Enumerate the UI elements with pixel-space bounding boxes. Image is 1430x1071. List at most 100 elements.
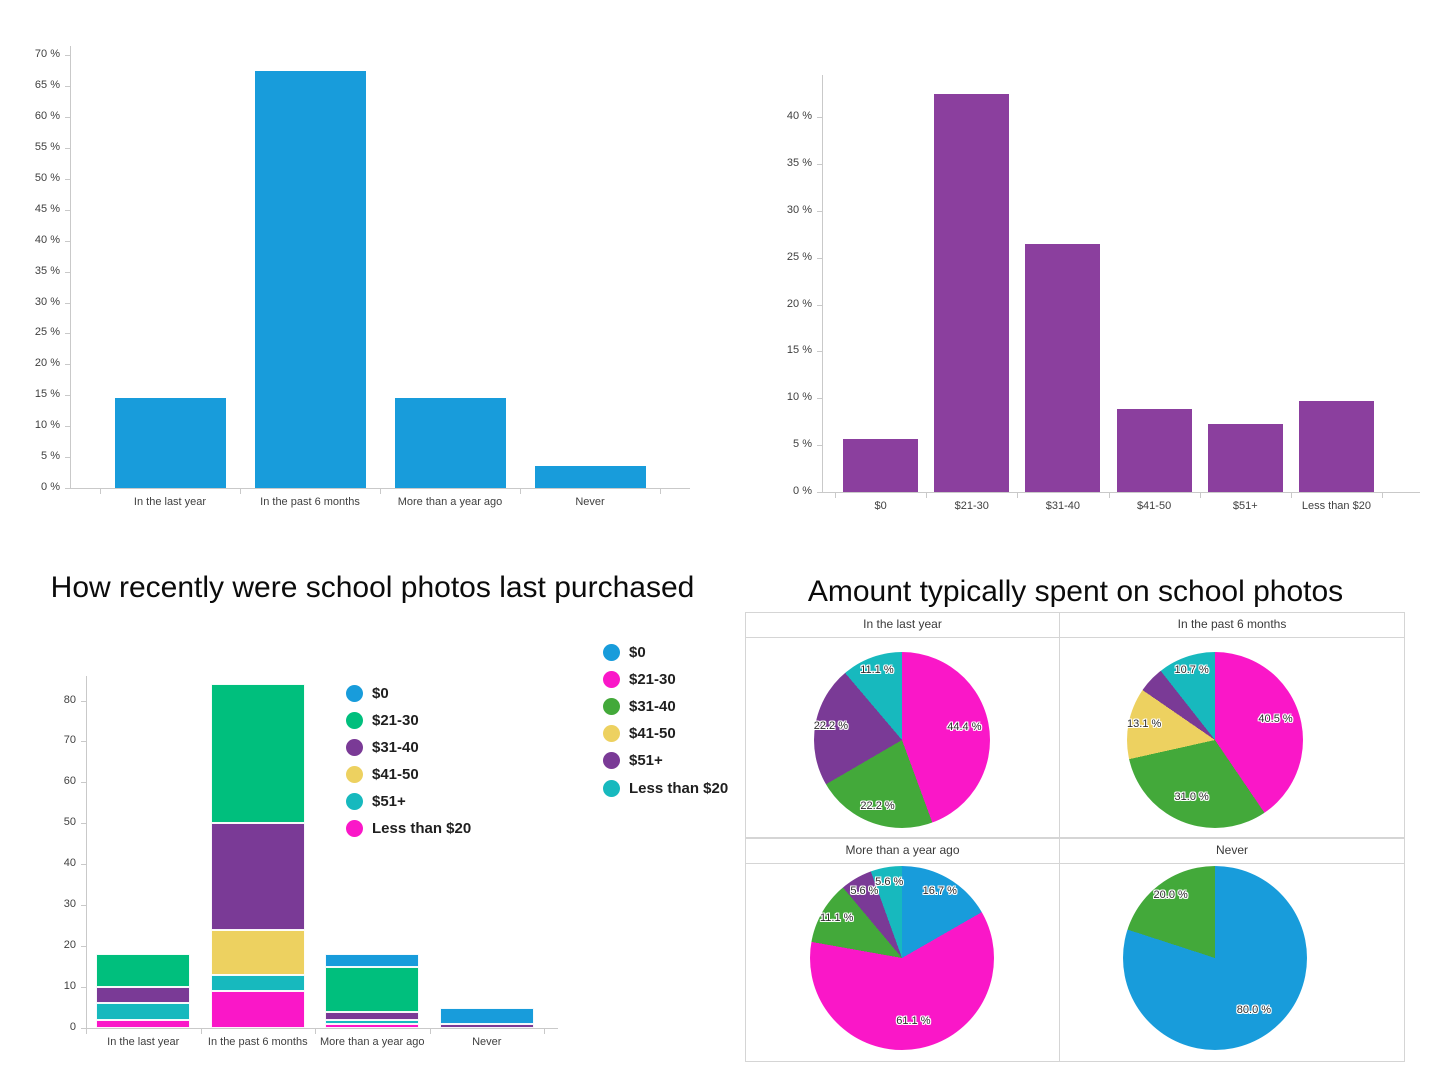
amount-bar-ytick-label-20: 20 % bbox=[786, 297, 812, 310]
recency-stacked-bar-segment-2-Less than $20[interactable] bbox=[325, 1023, 420, 1028]
pie-title-3: Never bbox=[1060, 839, 1404, 864]
recency-bar-xtick-mark-0 bbox=[100, 489, 101, 494]
recency-stacked-bar-segment-2-$51+[interactable] bbox=[325, 1019, 420, 1024]
stacked-legend-item-1[interactable]: $21-30 bbox=[346, 709, 419, 731]
pie-0-slice-label-3: 11.1 % bbox=[860, 664, 894, 677]
amount-bar-ytick-mark-25 bbox=[817, 257, 822, 259]
recency-stacked-bar-ytick-mark-40 bbox=[81, 864, 86, 866]
pie-3[interactable] bbox=[1123, 866, 1307, 1050]
pies-legend-item-4[interactable]: $51+ bbox=[603, 750, 663, 772]
recency-stacked-bar-ytick-mark-30 bbox=[81, 905, 86, 907]
recency-stacked-bar-segment-2-$31-40[interactable] bbox=[325, 1011, 420, 1020]
recency-bar-ytick-label-50: 50 % bbox=[34, 171, 60, 184]
recency-bar-ytick-label-35: 35 % bbox=[34, 264, 60, 277]
recency-bar-ytick-mark-50 bbox=[65, 178, 70, 180]
recency-stacked-bar-segment-0-$31-40[interactable] bbox=[96, 987, 191, 1004]
recency-bar-ytick-mark-20 bbox=[65, 364, 70, 366]
recency-bar-ytick-mark-60 bbox=[65, 117, 70, 119]
stacked-legend-label-4: $51+ bbox=[372, 792, 406, 810]
recency-bar-bar-0[interactable] bbox=[114, 398, 226, 488]
recency-stacked-bar-segment-2-$0[interactable] bbox=[325, 954, 420, 967]
amount-bar-ytick-mark-10 bbox=[817, 398, 822, 400]
recency-bar-ytick-label-60: 60 % bbox=[34, 110, 60, 123]
pie-2-slice-label-2: 11.1 % bbox=[819, 912, 854, 925]
stacked-legend-item-4[interactable]: $51+ bbox=[346, 790, 406, 812]
amount-bar-ytick-mark-15 bbox=[817, 351, 822, 353]
recency-bar-xtick-mark-3 bbox=[520, 489, 521, 494]
recency-stacked-bar-segment-2-$21-30[interactable] bbox=[325, 966, 420, 1012]
amount-bar-xtick-mark-4 bbox=[1199, 493, 1201, 498]
recency-stacked-bar-ytick-mark-50 bbox=[81, 823, 86, 825]
amount-bar-bar-2[interactable] bbox=[1025, 243, 1101, 492]
pies-legend-label-1: $21-30 bbox=[629, 670, 676, 688]
pies-legend-label-3: $41-50 bbox=[629, 725, 676, 743]
pies-legend-swatch-2 bbox=[603, 697, 620, 715]
recency-stacked-bar-ytick-mark-70 bbox=[81, 741, 86, 743]
stacked-legend-swatch-2 bbox=[346, 738, 363, 756]
recency-bar-ytick-label-70: 70 % bbox=[34, 48, 60, 61]
recency-stacked-bar-segment-1-$31-40[interactable] bbox=[210, 823, 305, 930]
amount-bar-ytick-label-30: 30 % bbox=[786, 203, 812, 216]
recency-bar-category-label-2: More than a year ago bbox=[397, 496, 503, 508]
pie-title-2: More than a year ago bbox=[746, 839, 1059, 864]
pie-1-slice-label-1: 31.0 % bbox=[1174, 790, 1209, 803]
pies-legend-label-2: $31-40 bbox=[629, 697, 676, 715]
recency-bar-category-label-0: In the last year bbox=[133, 496, 207, 508]
pie-3-slice-label-1: 20.0 % bbox=[1153, 888, 1188, 901]
amount-bar-bar-5[interactable] bbox=[1298, 401, 1374, 492]
pies-legend-item-3[interactable]: $41-50 bbox=[603, 723, 676, 745]
recency-stacked-bar-y-axis-line bbox=[86, 676, 87, 1028]
stacked-legend-item-2[interactable]: $31-40 bbox=[346, 736, 419, 758]
amount-bar-xtick-mark-5 bbox=[1290, 493, 1292, 498]
recency-bar-ytick-label-65: 65 % bbox=[34, 79, 60, 92]
stacked-legend-item-3[interactable]: $41-50 bbox=[346, 763, 419, 785]
recency-bar-ytick-mark-5 bbox=[65, 457, 70, 459]
recency-stacked-bar-xtick-mark-4 bbox=[544, 1029, 545, 1034]
recency-stacked-bar-segment-0-$21-30[interactable] bbox=[96, 954, 191, 988]
recency-bar-ytick-label-20: 20 % bbox=[34, 357, 60, 370]
stacked-legend-swatch-0 bbox=[346, 684, 363, 702]
amount-bar-bar-4[interactable] bbox=[1207, 423, 1283, 492]
pie-1[interactable] bbox=[1127, 652, 1303, 828]
pie-2[interactable] bbox=[810, 866, 994, 1050]
amount-bar-bar-3[interactable] bbox=[1116, 408, 1192, 492]
pie-title-1: In the past 6 months bbox=[1060, 613, 1404, 638]
pies-legend-item-5[interactable]: Less than $20 bbox=[603, 777, 728, 799]
amount-bar-x-axis-line bbox=[822, 492, 1420, 493]
amount-bar-y-axis-line bbox=[822, 75, 823, 492]
recency-stacked-bar-segment-0-$51+[interactable] bbox=[96, 1003, 191, 1020]
recency-stacked-bar-segment-1-$51+[interactable] bbox=[210, 974, 305, 992]
pies-legend-label-4: $51+ bbox=[629, 752, 663, 770]
recency-stacked-bar-ytick-label-0: 0 bbox=[69, 1021, 76, 1033]
recency-bar-x-axis-line bbox=[70, 488, 690, 489]
recency-stacked-bar-ytick-label-40: 40 bbox=[63, 857, 76, 870]
pies-legend-item-1[interactable]: $21-30 bbox=[603, 668, 676, 690]
recency-bar-ytick-mark-10 bbox=[65, 426, 70, 428]
recency-bar-bar-2[interactable] bbox=[394, 398, 506, 488]
recency-bar-ytick-label-40: 40 % bbox=[34, 233, 60, 246]
recency-stacked-bar-ytick-label-80: 80 bbox=[63, 693, 76, 706]
amount-bar-ytick-label-10: 10 % bbox=[786, 391, 812, 404]
recency-stacked-bar-segment-3-$0[interactable] bbox=[439, 1007, 534, 1024]
recency-stacked-bar-segment-3-$31-40[interactable] bbox=[439, 1023, 534, 1028]
amount-bar-bar-0[interactable] bbox=[843, 438, 919, 492]
recency-stacked-bar-segment-1-Less than $20[interactable] bbox=[210, 991, 305, 1028]
pie-2-slice-label-4: 5.6 % bbox=[875, 875, 904, 888]
stacked-legend-item-5[interactable]: Less than $20 bbox=[346, 817, 471, 839]
recency-chart-title: How recently were school photos last pur… bbox=[50, 571, 695, 604]
amount-bar-ytick-label-40: 40 % bbox=[786, 110, 812, 123]
recency-stacked-bar-segment-1-$41-50[interactable] bbox=[210, 929, 305, 975]
recency-stacked-bar-segment-0-Less than $20[interactable] bbox=[96, 1019, 191, 1028]
amount-bar-category-label-3: $41-50 bbox=[1136, 500, 1172, 512]
pies-legend-item-0[interactable]: $0 bbox=[603, 641, 646, 663]
pies-legend-item-2[interactable]: $31-40 bbox=[603, 695, 676, 717]
recency-stacked-bar-ytick-label-70: 70 bbox=[63, 734, 76, 747]
recency-stacked-bar-segment-1-$21-30[interactable] bbox=[210, 684, 305, 824]
pie-0[interactable] bbox=[814, 652, 990, 828]
amount-bar-category-label-0: $0 bbox=[874, 500, 887, 512]
stacked-legend-item-0[interactable]: $0 bbox=[346, 682, 389, 704]
recency-bar-bar-1[interactable] bbox=[254, 70, 366, 488]
recency-bar-bar-3[interactable] bbox=[534, 465, 646, 488]
amount-bar-bar-1[interactable] bbox=[934, 93, 1010, 492]
